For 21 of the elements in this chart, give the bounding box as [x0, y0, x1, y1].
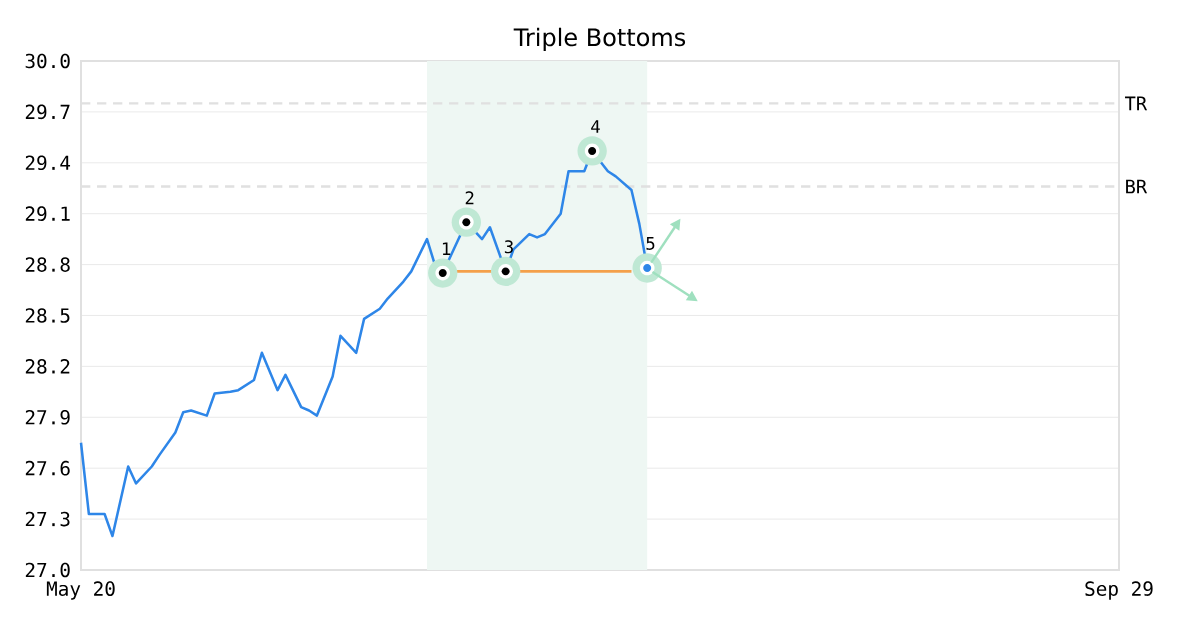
x-tick-label: May 20: [46, 581, 115, 600]
annotation: 4: [591, 120, 600, 133]
x-tick-label: Sep 29: [1085, 581, 1153, 600]
y-tick-label: 28.5: [25, 308, 70, 323]
annotation: 3: [504, 240, 513, 254]
ref-line-label: TR: [1125, 96, 1148, 111]
annotation: 5: [646, 237, 655, 250]
y-tick-label: 28.8: [25, 257, 70, 272]
y-tick-label: 27.6: [25, 460, 70, 476]
y-tick-label: 27.3: [25, 511, 70, 527]
y-tick-label: 28.2: [25, 359, 70, 374]
y-tick-label: 29.4: [25, 155, 71, 171]
annotation: 2: [465, 191, 474, 205]
y-tick-label: 30.0: [25, 53, 70, 69]
annotation: 1: [442, 242, 451, 256]
y-tick-label: 29.1: [25, 206, 70, 221]
y-tick-label: 27.0: [25, 562, 70, 578]
y-tick-label: 27.9: [25, 409, 70, 425]
y-tick-label: 29.7: [25, 104, 70, 120]
chart-title: Triple Bottoms: [513, 27, 686, 51]
ref-line-label: BR: [1126, 179, 1148, 194]
